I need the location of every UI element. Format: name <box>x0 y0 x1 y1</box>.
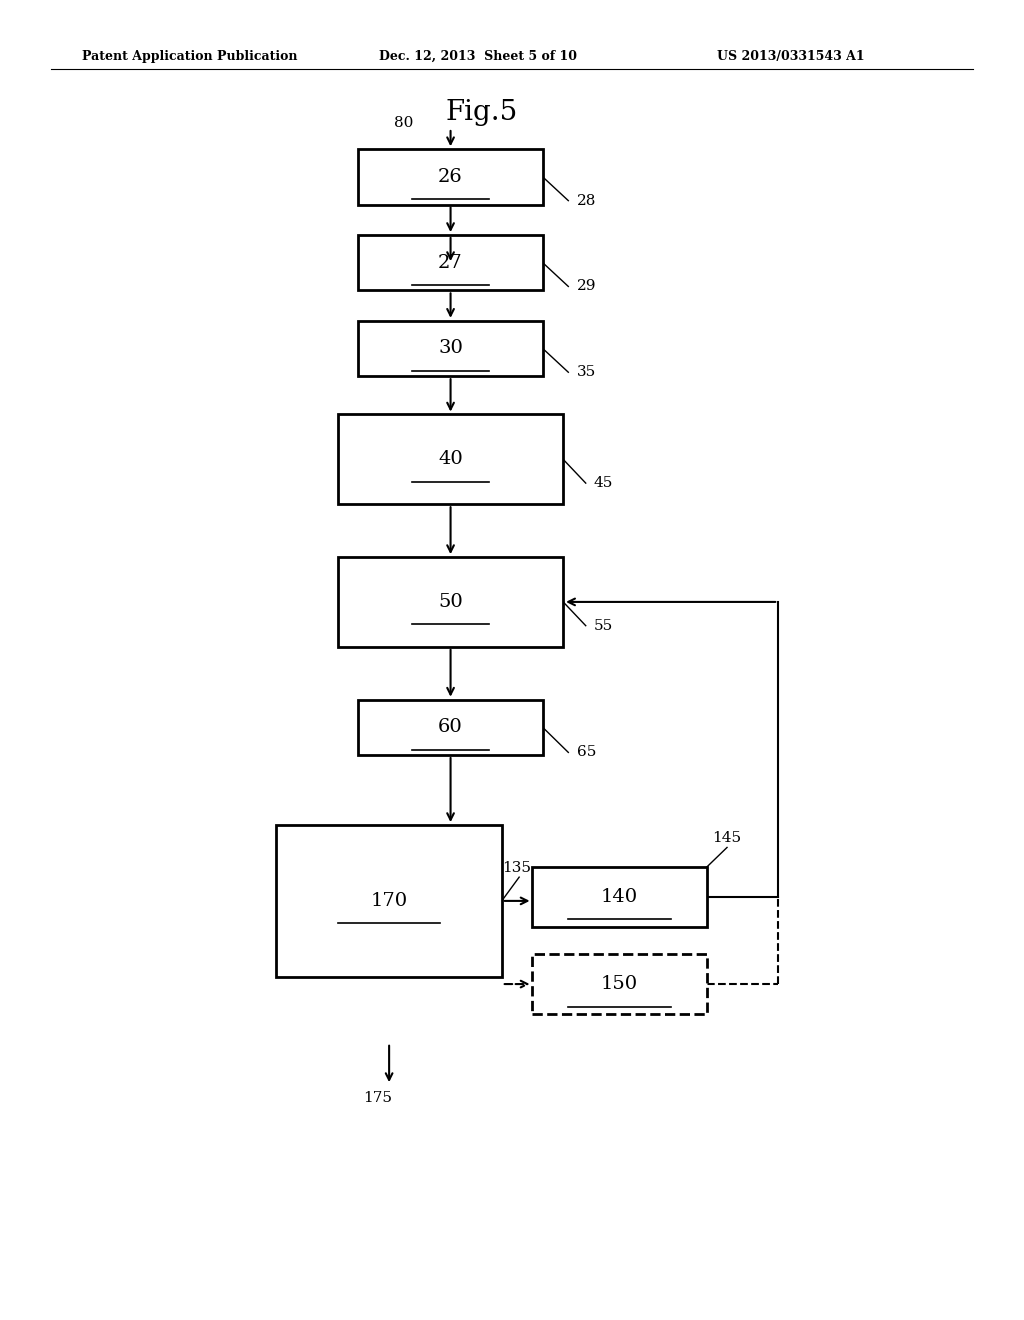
Text: 40: 40 <box>438 450 463 469</box>
Text: 80: 80 <box>394 116 414 129</box>
Text: 29: 29 <box>577 280 596 293</box>
Text: 28: 28 <box>577 194 596 207</box>
Text: 135: 135 <box>502 861 530 875</box>
FancyBboxPatch shape <box>358 235 543 290</box>
Text: 60: 60 <box>438 718 463 737</box>
Text: 26: 26 <box>438 168 463 186</box>
Text: 145: 145 <box>712 832 740 845</box>
Text: 35: 35 <box>577 366 596 379</box>
Text: Dec. 12, 2013  Sheet 5 of 10: Dec. 12, 2013 Sheet 5 of 10 <box>379 50 577 63</box>
Text: 30: 30 <box>438 339 463 358</box>
Text: 50: 50 <box>438 593 463 611</box>
FancyBboxPatch shape <box>358 321 543 376</box>
Text: 55: 55 <box>594 619 613 632</box>
FancyBboxPatch shape <box>532 954 707 1014</box>
Text: 27: 27 <box>438 253 463 272</box>
Text: 150: 150 <box>601 975 638 993</box>
Text: 140: 140 <box>601 888 638 906</box>
FancyBboxPatch shape <box>532 867 707 927</box>
Text: 170: 170 <box>371 892 408 909</box>
FancyBboxPatch shape <box>358 149 543 205</box>
Text: 175: 175 <box>364 1092 392 1105</box>
FancyBboxPatch shape <box>338 557 563 647</box>
FancyBboxPatch shape <box>358 700 543 755</box>
Text: 65: 65 <box>577 746 596 759</box>
FancyBboxPatch shape <box>338 414 563 504</box>
Text: Patent Application Publication: Patent Application Publication <box>82 50 297 63</box>
Text: Fig.5: Fig.5 <box>445 99 517 125</box>
FancyBboxPatch shape <box>276 825 502 977</box>
Text: 45: 45 <box>594 477 613 490</box>
Text: US 2013/0331543 A1: US 2013/0331543 A1 <box>717 50 864 63</box>
